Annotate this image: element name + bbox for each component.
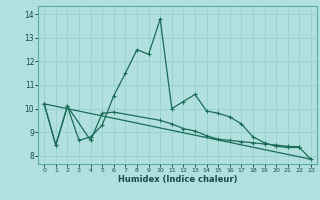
X-axis label: Humidex (Indice chaleur): Humidex (Indice chaleur) [118,175,237,184]
